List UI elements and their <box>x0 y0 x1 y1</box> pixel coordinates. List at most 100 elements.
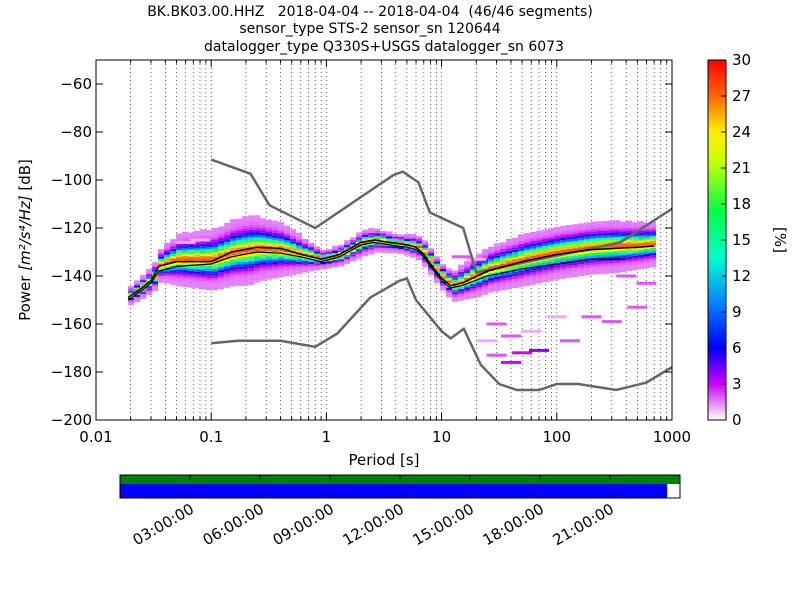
pdf-cell <box>146 293 153 296</box>
pdf-cell <box>590 228 597 232</box>
pdf-cell <box>584 227 591 230</box>
pdf-cell <box>650 221 657 224</box>
pdf-cell <box>554 234 561 237</box>
pdf-cell <box>290 265 297 268</box>
pdf-cell <box>194 252 201 255</box>
pdf-cell <box>626 223 633 226</box>
pdf-cell <box>632 250 639 254</box>
pdf-cell <box>182 255 189 259</box>
pdf-cell <box>272 240 279 243</box>
y-tick-label: −180 <box>51 363 92 381</box>
pdf-cell <box>308 247 315 250</box>
pdf-cell <box>560 245 567 248</box>
pdf-cell <box>260 235 267 238</box>
pdf-cell <box>554 250 561 254</box>
pdf-cell <box>554 238 561 242</box>
pdf-cell <box>326 263 333 266</box>
pdf-cell <box>542 263 549 266</box>
pdf-cell <box>206 280 213 283</box>
pdf-cell <box>494 265 501 268</box>
pdf-cell <box>278 224 285 227</box>
pdf-cell <box>266 250 273 254</box>
pdf-cell <box>230 221 237 224</box>
pdf-cell <box>428 248 435 251</box>
pdf-cell <box>242 216 249 219</box>
pdf-cell <box>542 246 549 249</box>
colorbar-tick-label: 18 <box>732 195 751 213</box>
pdf-cell <box>440 288 447 291</box>
pdf-cell <box>260 240 267 243</box>
pdf-cell <box>530 246 537 249</box>
pdf-cell <box>512 252 519 255</box>
pdf-cell <box>164 257 171 260</box>
pdf-cell <box>584 272 591 276</box>
pdf-cell <box>278 241 285 244</box>
pdf-cell <box>536 240 543 243</box>
pdf-cell <box>614 265 621 269</box>
pdf-cell <box>380 245 387 248</box>
pdf-cell <box>548 237 555 241</box>
pdf-cell <box>236 223 243 226</box>
pdf-cell <box>566 253 573 257</box>
pdf-cell <box>440 266 447 269</box>
pdf-cell <box>608 239 615 243</box>
pdf-cell <box>284 225 291 228</box>
pdf-cell <box>476 272 483 276</box>
pdf-cell <box>164 249 171 253</box>
pdf-cell <box>644 265 651 269</box>
pdf-cell <box>626 268 633 271</box>
pdf-cell <box>410 250 417 253</box>
pdf-cell <box>266 231 273 234</box>
pdf-cell <box>260 266 267 269</box>
pdf-cell <box>482 263 489 266</box>
pdf-cell <box>284 256 291 260</box>
pdf-cell <box>542 236 549 239</box>
pdf-cell <box>638 242 645 246</box>
pdf-cell <box>374 243 381 246</box>
pdf-cell <box>224 263 231 267</box>
pdf-cell <box>620 243 627 246</box>
pdf-cell <box>344 247 351 250</box>
pdf-cell <box>326 261 333 264</box>
pdf-cell <box>176 243 183 246</box>
pdf-cell <box>218 257 225 261</box>
pdf-cell <box>398 246 405 249</box>
pdf-cell <box>542 234 549 237</box>
pdf-cell <box>242 223 249 226</box>
pdf-cell <box>176 255 183 258</box>
pdf-cell <box>158 278 165 281</box>
pdf-cell <box>284 228 291 231</box>
pdf-cell <box>290 248 297 251</box>
pdf-cell <box>206 242 213 245</box>
pdf-cell <box>254 270 261 273</box>
y-tick-label: −160 <box>51 315 92 333</box>
pdf-cell <box>200 231 207 235</box>
pdf-cell <box>302 270 309 273</box>
pdf-cell <box>242 235 249 238</box>
pdf-cell <box>278 248 285 251</box>
pdf-cell <box>488 278 495 281</box>
pdf-cell <box>140 279 147 283</box>
pdf-cell <box>434 261 441 264</box>
pdf-cell <box>242 230 249 233</box>
pdf-cell <box>260 228 267 231</box>
pdf-cell <box>602 228 609 231</box>
pdf-cell <box>554 241 561 244</box>
pdf-cell <box>278 255 285 258</box>
chart-title-line-2: sensor_type STS-2 sensor_sn 120644 <box>239 21 500 37</box>
pdf-cell <box>224 222 231 226</box>
pdf-cell <box>218 238 225 241</box>
pdf-cell <box>434 266 441 269</box>
outlier-cell <box>451 255 472 259</box>
pdf-cell <box>536 233 543 236</box>
pdf-cell <box>236 264 243 267</box>
pdf-cell <box>506 238 513 242</box>
pdf-cell <box>278 258 285 261</box>
pdf-cell <box>536 237 543 241</box>
pdf-cell <box>452 270 459 273</box>
colorbar-tick-label: 21 <box>732 159 751 177</box>
pdf-cell <box>218 277 225 280</box>
pdf-cell <box>584 222 591 225</box>
pdf-cell <box>374 240 381 243</box>
pdf-cell <box>644 263 651 266</box>
